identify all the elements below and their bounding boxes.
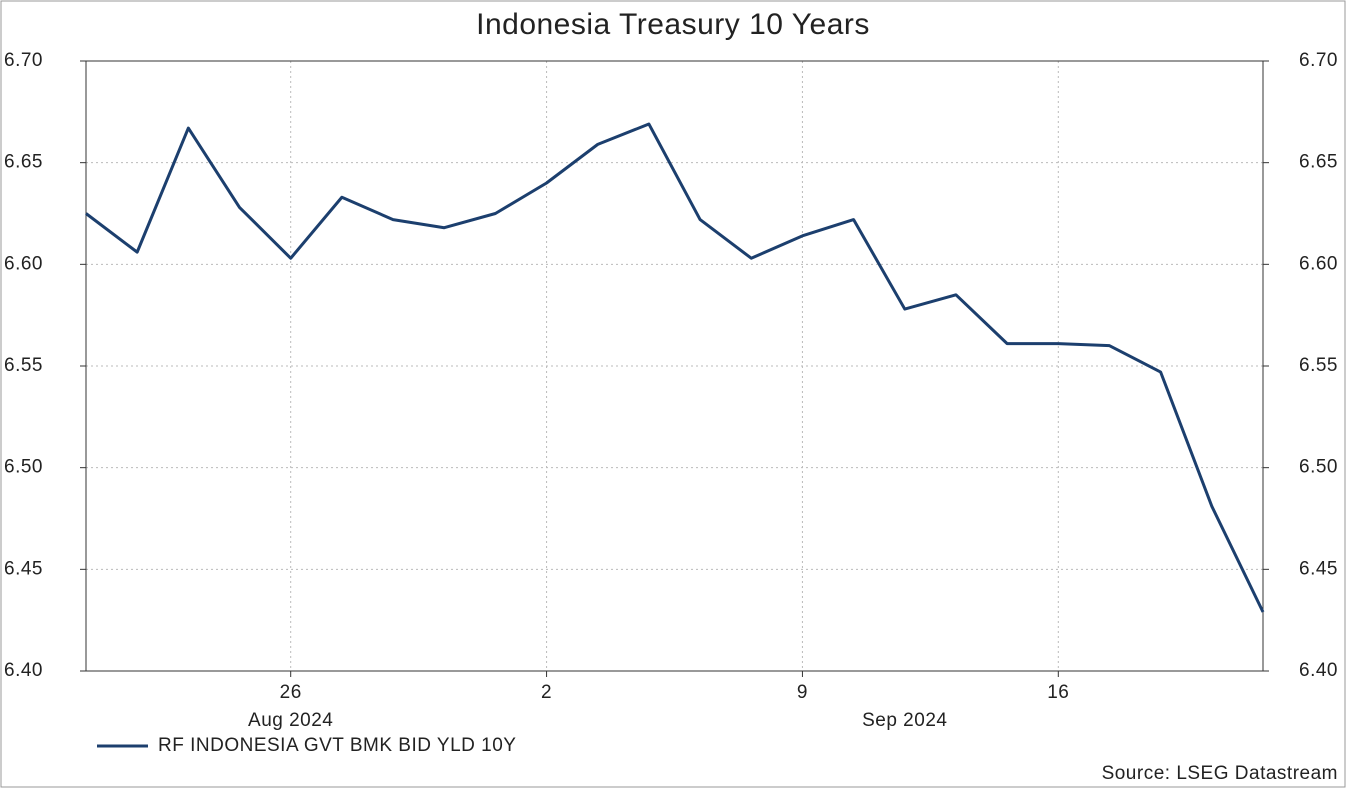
y-tick-label: 6.40: [4, 660, 43, 681]
x-tick-label: 16: [1047, 682, 1069, 703]
month-label: Sep 2024: [862, 710, 947, 731]
y2-tick-label: 6.60: [1299, 253, 1338, 274]
x-tick-label: 26: [280, 682, 302, 703]
x-tick-label: 2: [541, 682, 552, 703]
y-tick-label: 6.70: [4, 50, 43, 71]
y-tick-label: 6.45: [4, 558, 43, 579]
y-tick-label: 6.50: [4, 457, 43, 478]
y2-tick-label: 6.40: [1299, 660, 1338, 681]
y-tick-label: 6.55: [4, 355, 43, 376]
y2-tick-label: 6.65: [1299, 152, 1338, 173]
y2-tick-label: 6.45: [1299, 558, 1338, 579]
x-tick-label: 9: [797, 682, 808, 703]
month-label: Aug 2024: [248, 710, 333, 731]
y2-tick-label: 6.70: [1299, 50, 1338, 71]
series-line: [85, 122, 1265, 613]
legend-label: RF INDONESIA GVT BMK BID YLD 10Y: [158, 735, 516, 756]
plot-area: [85, 60, 1264, 672]
y-tick-label: 6.65: [4, 152, 43, 173]
chart-title: Indonesia Treasury 10 Years: [476, 8, 870, 41]
source: Source: LSEG Datastream: [1102, 763, 1338, 784]
y2-tick-label: 6.50: [1299, 457, 1338, 478]
y2-tick-label: 6.55: [1299, 355, 1338, 376]
y-tick-label: 6.60: [4, 253, 43, 274]
